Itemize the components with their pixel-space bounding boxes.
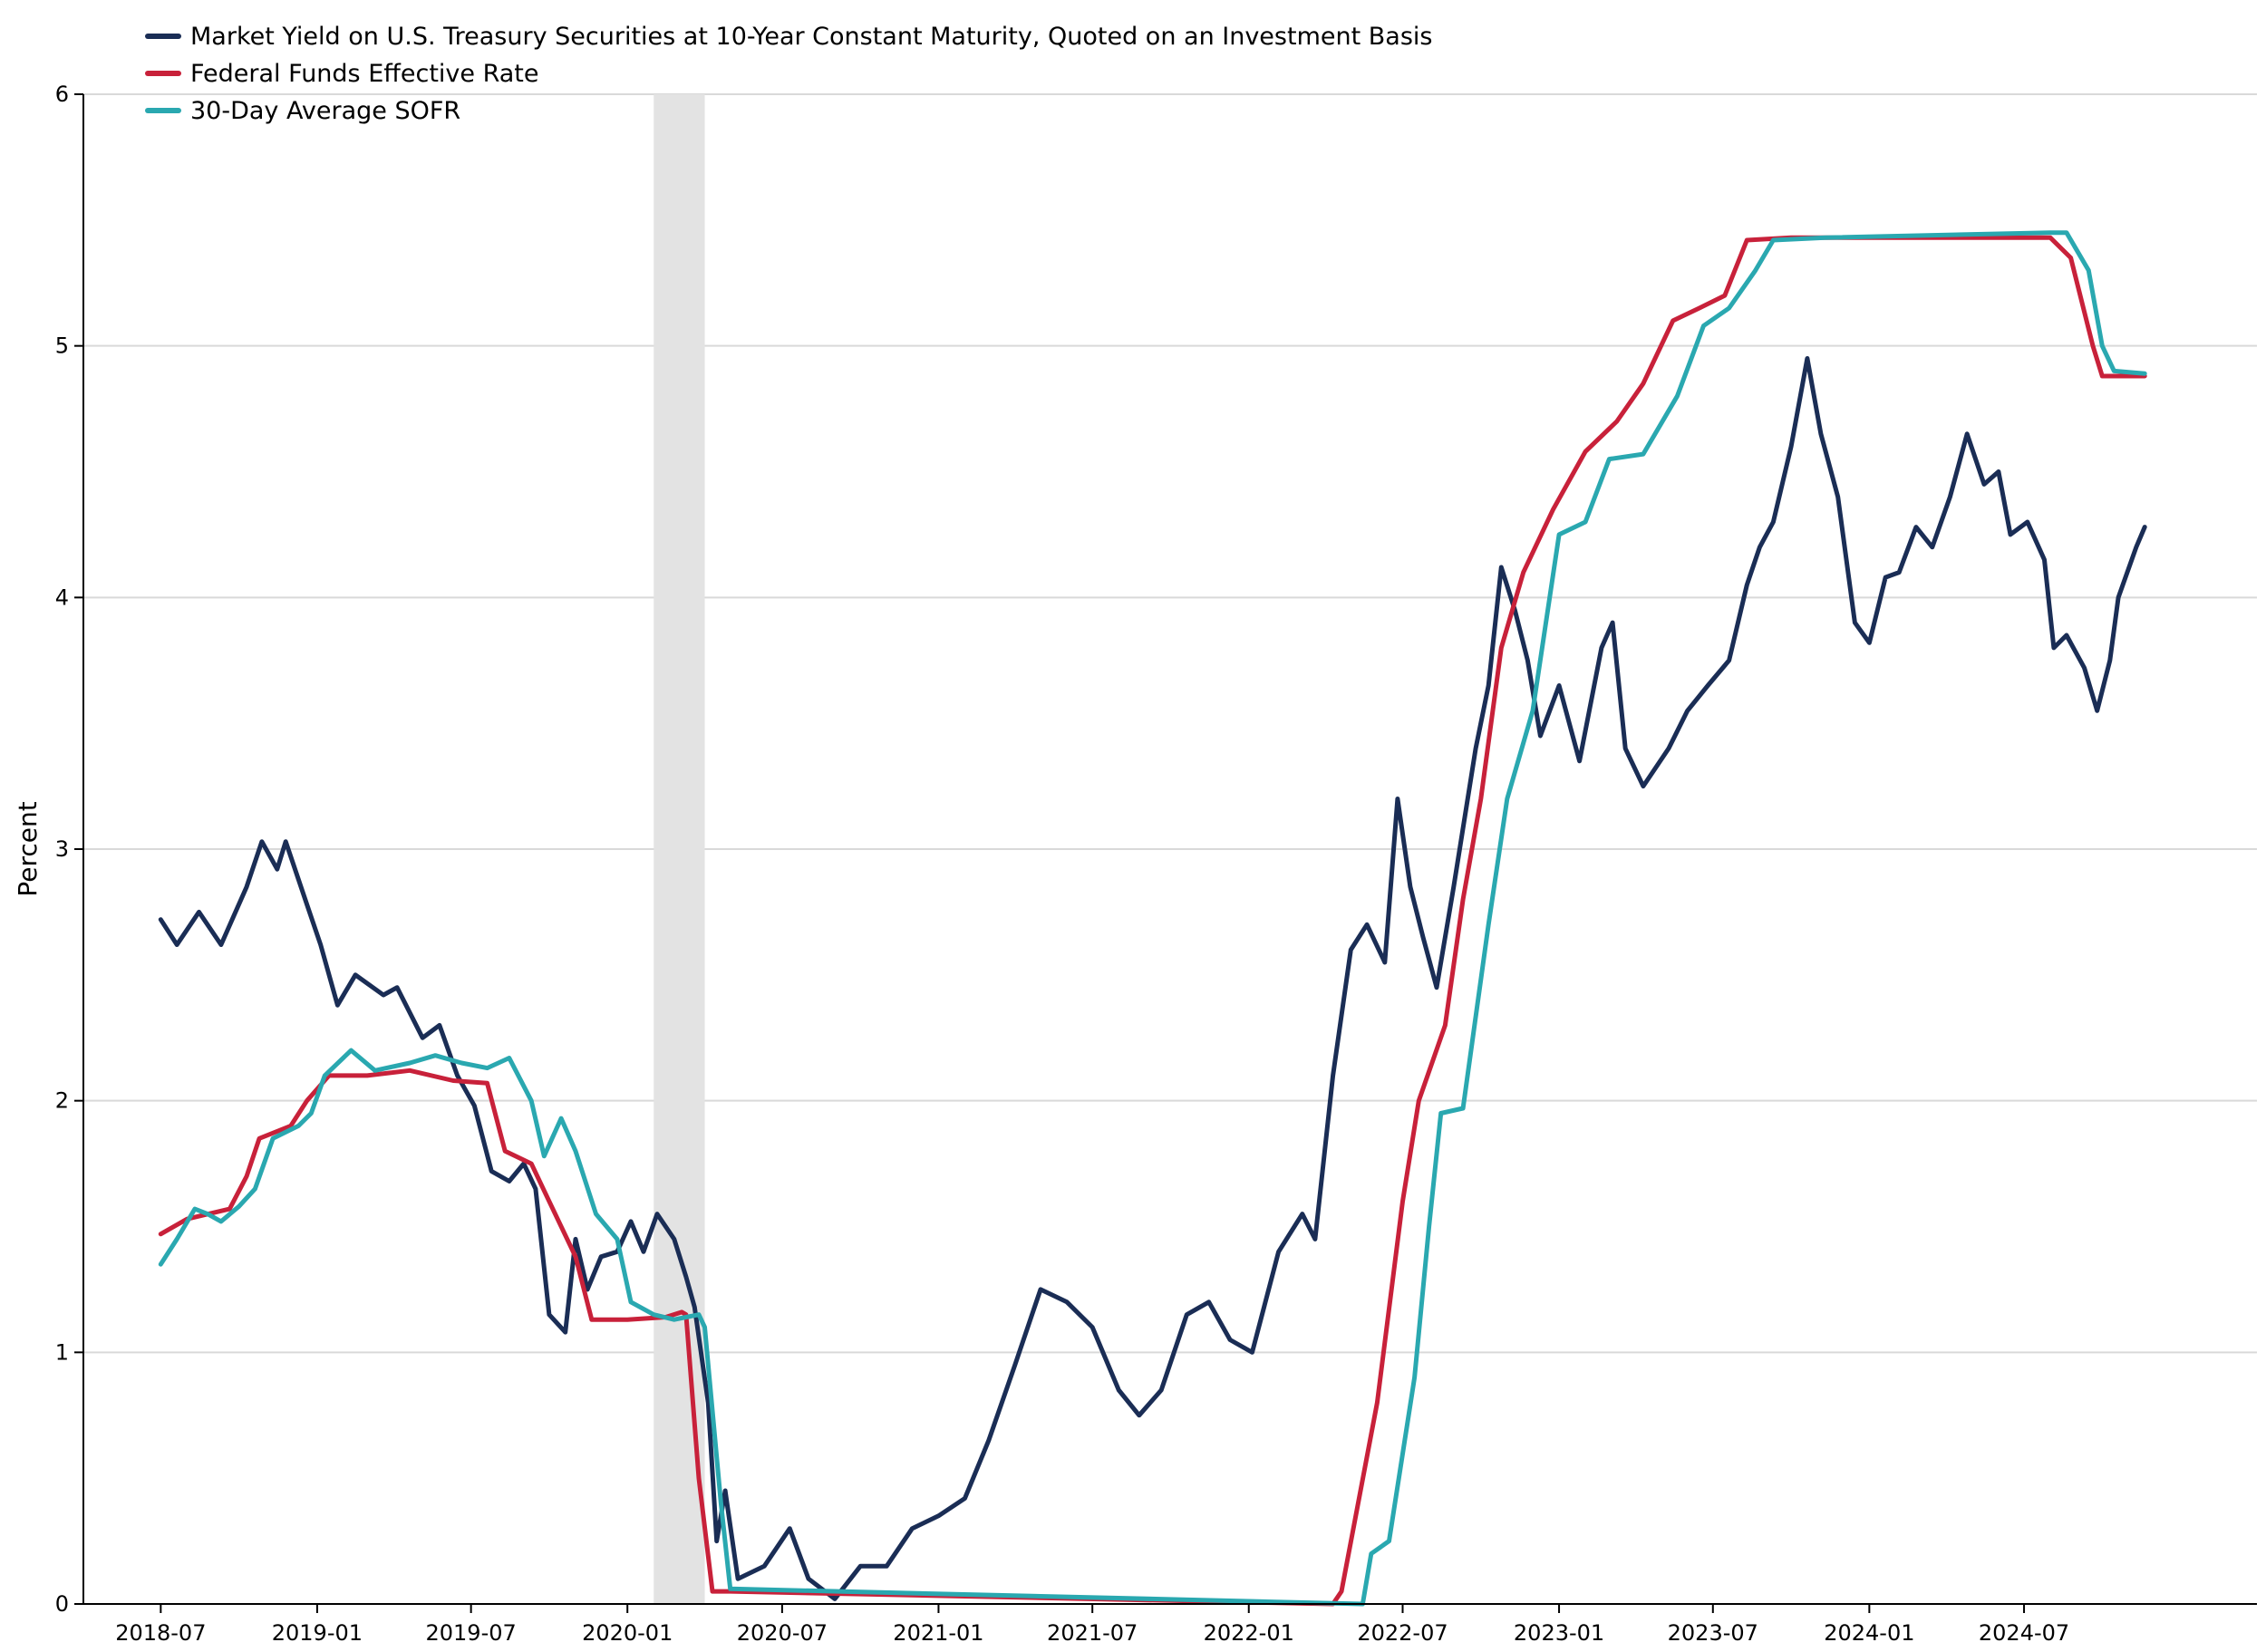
x-tick-label: 2020-07 xyxy=(737,1620,828,1646)
legend-label-3: 30-Day Average SOFR xyxy=(190,97,460,125)
series-line-1 xyxy=(158,356,2147,1601)
x-tick-label: 2023-07 xyxy=(1668,1620,1758,1646)
y-tick-label: 1 xyxy=(55,1339,69,1365)
x-tick-label: 2020-01 xyxy=(582,1620,673,1646)
series-layer xyxy=(158,230,2147,1607)
x-tick-label: 2019-07 xyxy=(426,1620,517,1646)
y-tick-label: 5 xyxy=(55,333,69,359)
x-tick-label: 2022-07 xyxy=(1357,1620,1448,1646)
recession-shading xyxy=(654,94,705,1604)
recession-band xyxy=(654,94,705,1604)
series-line-3 xyxy=(158,230,2147,1607)
x-tick-label: 2022-01 xyxy=(1204,1620,1294,1646)
x-tick-label: 2018-07 xyxy=(115,1620,206,1646)
x-tick-label: 2024-07 xyxy=(1979,1620,2069,1646)
x-tick-label: 2024-01 xyxy=(1824,1620,1914,1646)
legend-label-2: Federal Funds Effective Rate xyxy=(190,60,539,88)
legend-label-1: Market Yield on U.S. Treasury Securities… xyxy=(190,23,1432,51)
y-axis-ticks: 0 1 2 3 4 5 6 xyxy=(55,82,83,1617)
y-tick-label: 0 xyxy=(55,1591,69,1617)
gridlines xyxy=(83,93,2257,1354)
x-axis-ticks: 2018-07 2019-01 2019-07 2020-01 2020-07 2021-… xyxy=(115,1604,2069,1646)
x-tick-label: 2021-07 xyxy=(1047,1620,1138,1646)
y-tick-label: 6 xyxy=(55,82,69,107)
x-tick-label: 2023-01 xyxy=(1514,1620,1604,1646)
y-axis-title: Percent xyxy=(13,801,43,896)
y-tick-label: 3 xyxy=(55,836,69,862)
x-tick-label: 2021-01 xyxy=(893,1620,983,1646)
legend: Market Yield on U.S. Treasury Securities… xyxy=(145,23,1432,125)
y-tick-label: 4 xyxy=(55,584,69,610)
x-tick-label: 2019-01 xyxy=(272,1620,363,1646)
y-tick-label: 2 xyxy=(55,1088,69,1114)
